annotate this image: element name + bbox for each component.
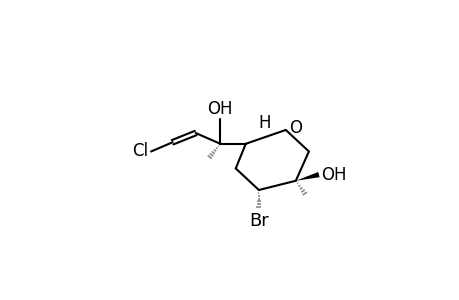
Polygon shape — [295, 172, 319, 181]
Text: O: O — [288, 118, 301, 136]
Text: Cl: Cl — [132, 142, 148, 160]
Text: OH: OH — [320, 166, 346, 184]
Text: H: H — [258, 114, 271, 132]
Text: Br: Br — [248, 212, 268, 230]
Text: OH: OH — [207, 100, 233, 118]
